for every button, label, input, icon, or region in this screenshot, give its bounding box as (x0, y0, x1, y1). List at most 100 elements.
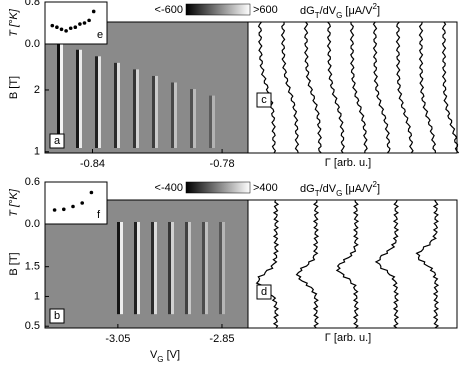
streak-light (193, 89, 196, 148)
streak-dark (219, 222, 222, 315)
trace (415, 199, 440, 329)
y-tick-label: 0.5 (25, 320, 40, 332)
label-part: [μA/V (342, 5, 373, 17)
x-axis-label: Γ [arb. u.] (325, 157, 371, 169)
y-tick-label: 0.0 (25, 38, 40, 50)
label-part: G (336, 189, 342, 198)
panel-label-box (256, 284, 272, 300)
x-tick-label: -3.05 (105, 333, 130, 345)
trace (255, 199, 280, 329)
colorbar-label: dGT/dVG [μA/V2] (300, 180, 380, 198)
point (50, 23, 55, 28)
streak-dark (114, 62, 117, 148)
label-part: G (336, 11, 342, 20)
y-tick-label: 1.5 (25, 261, 40, 273)
x-axis-label: Γ [arb. u.] (325, 332, 371, 344)
streak-light (174, 82, 177, 148)
label-part: ] (377, 5, 380, 17)
panel-label-box (256, 92, 272, 108)
point (87, 18, 91, 23)
panel-label: e (97, 29, 103, 41)
streak-dark (133, 69, 136, 148)
point (73, 25, 78, 30)
point (80, 201, 84, 205)
panel-label: b (54, 310, 60, 322)
y-tick-label: 0.8 (25, 0, 40, 8)
y-tick-label: 1 (34, 290, 40, 302)
streak-dark (152, 75, 155, 148)
streak-light (154, 222, 157, 315)
trace (374, 199, 400, 329)
streak-dark (76, 49, 79, 148)
colorbar-max-label: >600 (253, 4, 278, 16)
colorbar-min-label: <-600 (155, 4, 183, 16)
streak-light (98, 56, 101, 148)
point (71, 204, 75, 209)
streak-light (60, 43, 63, 149)
streak-light (205, 222, 208, 315)
point (55, 25, 59, 30)
streak-dark (168, 222, 171, 315)
panel-label-box (49, 133, 65, 149)
trace (441, 21, 460, 154)
streak-dark (209, 95, 212, 148)
colorbar (185, 181, 251, 194)
panel-frame (247, 199, 458, 329)
streak-dark (185, 222, 188, 315)
point (91, 9, 96, 14)
streak-dark (171, 82, 174, 148)
streak-light (137, 222, 140, 315)
x-axis-label: VG [V] (150, 349, 180, 364)
point (82, 21, 87, 25)
trace (372, 21, 391, 154)
colorbar-label: dGT/dVG [μA/V2] (300, 2, 380, 20)
y-tick-label: 1 (34, 146, 40, 158)
label-part: /dV (320, 183, 337, 195)
trace (395, 21, 414, 154)
trace (326, 21, 345, 154)
trace (349, 21, 368, 154)
streak-dark (134, 222, 137, 315)
streak-dark (151, 222, 154, 315)
x-tick-label: -0.84 (80, 158, 105, 170)
label-part: T (315, 11, 320, 20)
point (78, 22, 82, 26)
label-part: [V] (164, 349, 181, 361)
y-tick-label: 0.6 (25, 176, 40, 188)
streak-light (212, 95, 215, 148)
streak-light (120, 222, 123, 315)
point (89, 190, 94, 195)
x-tick-label: -2.85 (209, 333, 234, 345)
streak-light (171, 222, 174, 315)
streak-light (79, 49, 82, 148)
point (52, 208, 57, 212)
trace (303, 21, 322, 154)
inset-frame (44, 181, 108, 225)
streak-light (136, 69, 139, 148)
streak-light (188, 222, 191, 315)
point (64, 29, 68, 33)
colorbar (185, 3, 251, 16)
panel-label: c (261, 94, 267, 106)
panel-label: d (261, 286, 267, 298)
panel-label: f (97, 209, 101, 221)
inset-frame (44, 1, 108, 45)
label-part: dG (300, 5, 315, 17)
point (68, 26, 73, 31)
colorbar-max-label: >400 (253, 182, 278, 194)
streak-light (155, 75, 158, 148)
y-axis-label: T [°K] (8, 8, 20, 37)
panel-label: a (54, 135, 61, 147)
x-tick-label: -0.78 (210, 158, 235, 170)
label-part: T (315, 189, 320, 198)
label-part: ] (377, 183, 380, 195)
label-part: V (150, 349, 158, 361)
y-tick-label: 0.0 (25, 218, 40, 230)
streak-light (222, 222, 225, 315)
y-axis-label: B [T] (8, 76, 20, 99)
streak-dark (57, 43, 60, 149)
y-axis-label: T [°K] (8, 188, 20, 217)
point (59, 27, 64, 32)
trace (257, 21, 277, 154)
